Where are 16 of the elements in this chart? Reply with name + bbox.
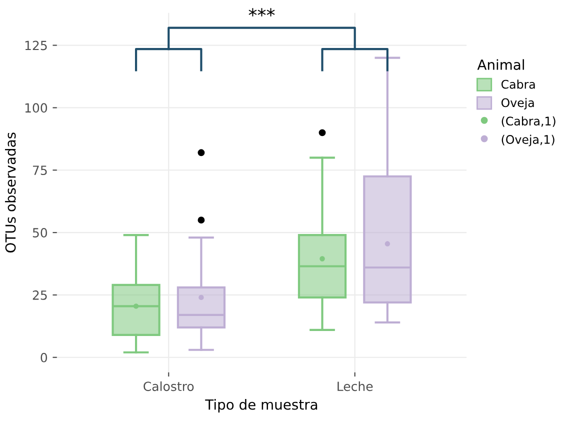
legend-label: Cabra bbox=[501, 80, 535, 89]
y-tick-label: 125 bbox=[25, 40, 47, 50]
y-tick-label: 50 bbox=[32, 228, 48, 238]
y-tick-label: 25 bbox=[32, 290, 47, 300]
annotation: *** bbox=[248, 8, 275, 16]
x-tick-label: Calostro bbox=[144, 381, 194, 392]
x-axis-title: Tipo de muestra bbox=[205, 399, 318, 412]
y-tick-label: 75 bbox=[32, 166, 47, 176]
y-axis-title: OTUs observadas bbox=[5, 132, 16, 252]
legend-label: (Oveja,1) bbox=[502, 134, 554, 146]
x-tick-label: Leche bbox=[338, 381, 373, 392]
legend-label: Oveja bbox=[501, 98, 534, 110]
y-tick-label: 100 bbox=[25, 103, 48, 113]
legend-label: (Cabra,1) bbox=[502, 116, 556, 127]
legend-title: Animal bbox=[477, 59, 524, 70]
y-tick-label: 0 bbox=[40, 352, 48, 362]
